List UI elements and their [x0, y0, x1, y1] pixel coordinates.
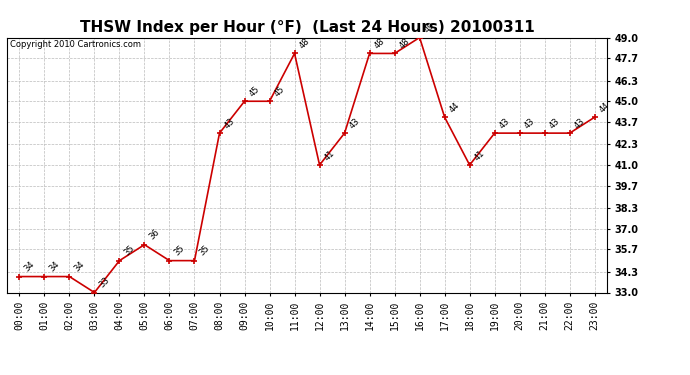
- Text: 43: 43: [347, 117, 362, 130]
- Text: 34: 34: [22, 260, 36, 274]
- Text: 49: 49: [422, 21, 436, 35]
- Text: 34: 34: [47, 260, 61, 274]
- Text: 35: 35: [172, 244, 186, 258]
- Text: 44: 44: [447, 100, 461, 114]
- Text: 45: 45: [247, 85, 261, 99]
- Text: 48: 48: [297, 37, 311, 51]
- Text: 35: 35: [122, 244, 136, 258]
- Text: 35: 35: [197, 244, 211, 258]
- Text: 36: 36: [147, 228, 161, 242]
- Title: THSW Index per Hour (°F)  (Last 24 Hours) 20100311: THSW Index per Hour (°F) (Last 24 Hours)…: [79, 20, 535, 35]
- Text: 43: 43: [222, 117, 236, 130]
- Text: 43: 43: [522, 117, 536, 130]
- Text: 34: 34: [72, 260, 86, 274]
- Text: 43: 43: [573, 117, 586, 130]
- Text: 33: 33: [97, 276, 111, 290]
- Text: 43: 43: [497, 117, 511, 130]
- Text: 41: 41: [322, 148, 336, 162]
- Text: 45: 45: [273, 85, 286, 99]
- Text: 44: 44: [598, 100, 611, 114]
- Text: 43: 43: [547, 117, 562, 130]
- Text: Copyright 2010 Cartronics.com: Copyright 2010 Cartronics.com: [10, 40, 141, 49]
- Text: 48: 48: [397, 37, 411, 51]
- Text: 48: 48: [373, 37, 386, 51]
- Text: 41: 41: [473, 148, 486, 162]
